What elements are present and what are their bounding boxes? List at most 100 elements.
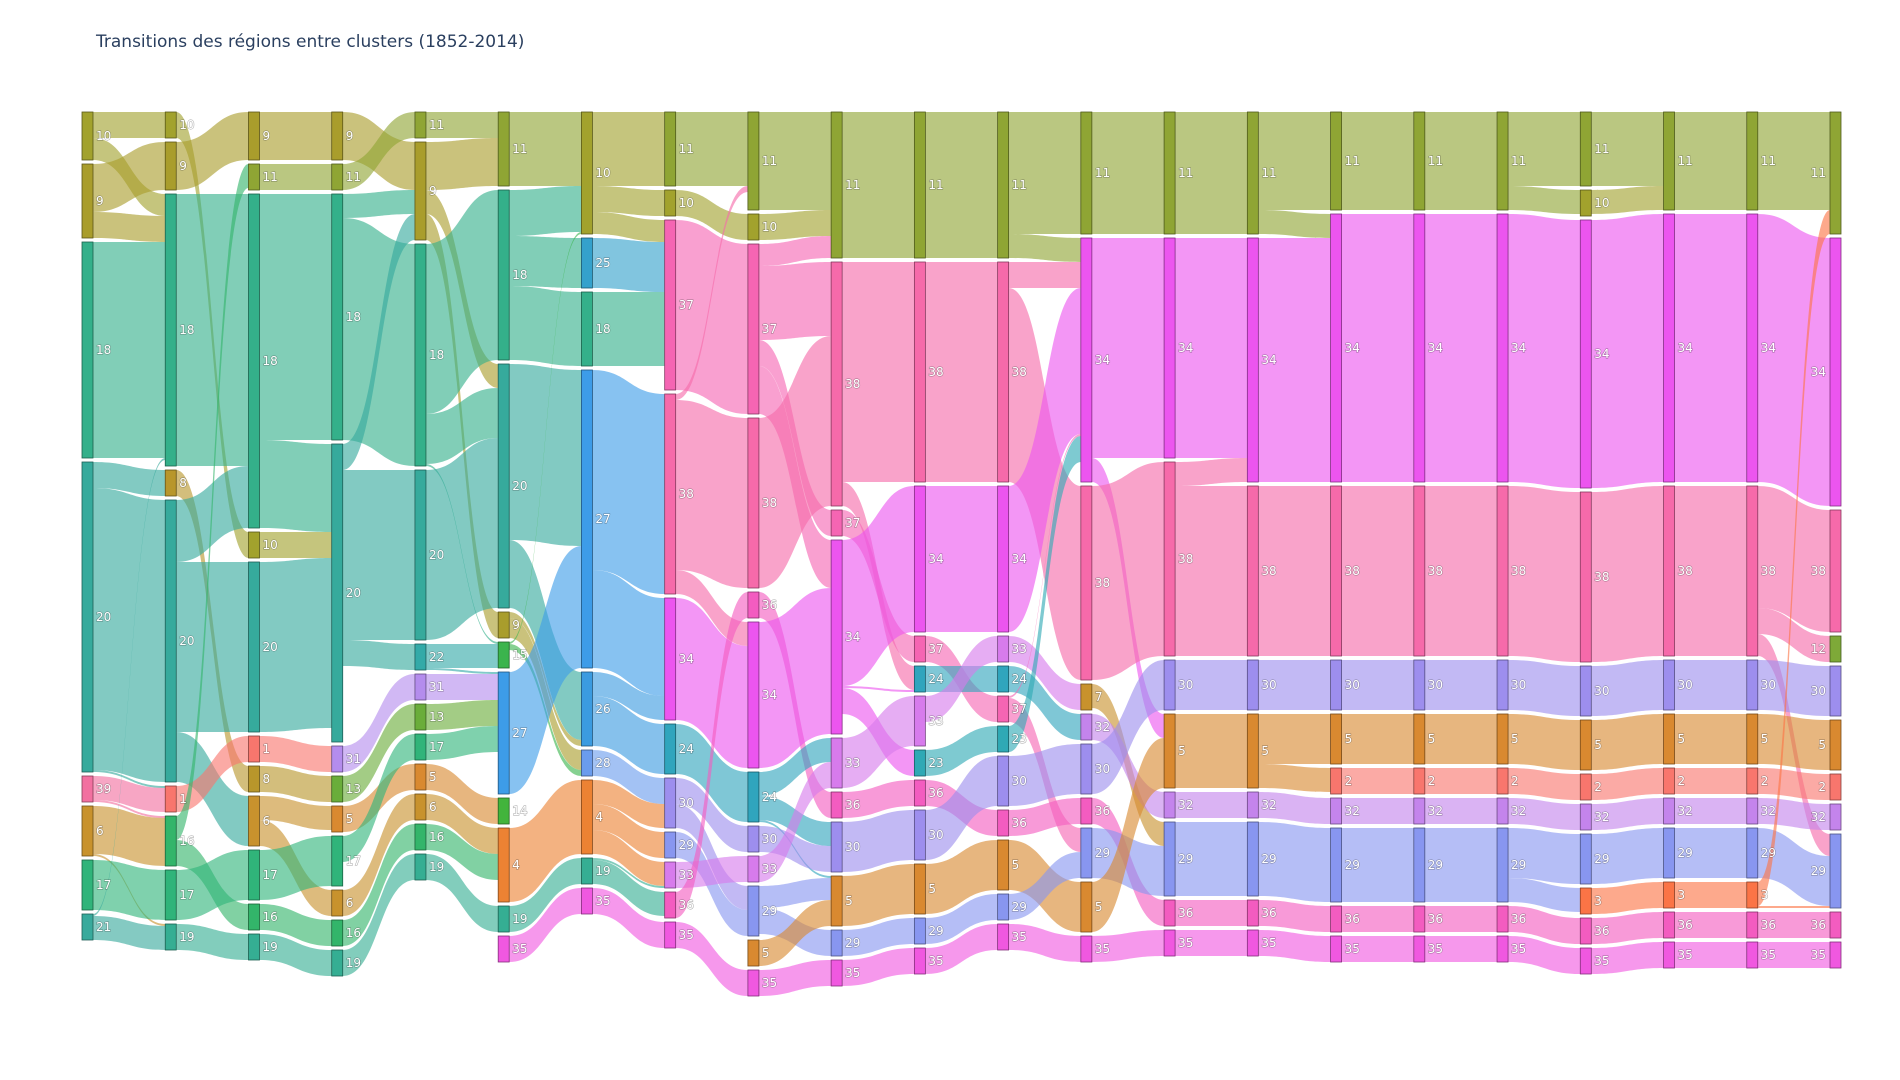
- link-32-to-32[interactable]: [1508, 798, 1581, 830]
- node-37-col-7[interactable]: [664, 219, 677, 391]
- link-17-to-17[interactable]: [259, 836, 332, 900]
- node-32-col-16[interactable]: [1413, 797, 1426, 825]
- node-36-col-16[interactable]: [1413, 905, 1426, 933]
- link-9-to-9[interactable]: [259, 112, 332, 160]
- node-38-col-10[interactable]: [913, 261, 926, 483]
- node-33-col-9[interactable]: [830, 737, 843, 789]
- node-6-col-3[interactable]: [331, 889, 344, 917]
- link-29-to-29[interactable]: [925, 894, 998, 944]
- node-24-col-10[interactable]: [913, 665, 926, 693]
- node-2-col-20[interactable]: [1746, 767, 1759, 795]
- node-29-col-11[interactable]: [997, 893, 1010, 921]
- link-16-to-11[interactable]: [176, 164, 249, 840]
- node-32-col-13[interactable]: [1163, 791, 1176, 819]
- link-30-to-30[interactable]: [758, 826, 832, 872]
- node-30-col-9[interactable]: [830, 821, 843, 873]
- link-5-to-5[interactable]: [1424, 714, 1498, 764]
- node-34-col-21[interactable]: [1829, 237, 1842, 507]
- link-20-to-20[interactable]: [259, 558, 332, 732]
- node-38-col-14[interactable]: [1246, 485, 1259, 657]
- node-12-col-21[interactable]: [1829, 635, 1842, 663]
- node-5-col-14[interactable]: [1246, 713, 1259, 789]
- node-33-col-11[interactable]: [997, 635, 1010, 663]
- link-30-to-30[interactable]: [1341, 660, 1414, 710]
- node-35-col-14[interactable]: [1246, 929, 1259, 957]
- link-32-to-32[interactable]: [1674, 798, 1747, 824]
- link-10-to-10[interactable]: [93, 112, 166, 138]
- link-23-to-34[interactable]: [1008, 436, 1081, 752]
- node-34-col-11[interactable]: [997, 485, 1010, 633]
- node-16-col-4[interactable]: [414, 823, 427, 851]
- node-11-col-12[interactable]: [1080, 111, 1093, 235]
- link-34-to-24[interactable]: [842, 686, 915, 692]
- node-2-col-15[interactable]: [1330, 767, 1342, 795]
- link-32-to-32[interactable]: [1424, 798, 1498, 824]
- link-35-to-35[interactable]: [842, 948, 915, 986]
- node-10-col-8[interactable]: [747, 213, 760, 241]
- link-30-to-30[interactable]: [1591, 660, 1664, 716]
- link-35-to-35[interactable]: [592, 888, 665, 948]
- node-20-col-1[interactable]: [164, 499, 177, 783]
- link-31-to-31[interactable]: [342, 674, 415, 772]
- link-16-to-4[interactable]: [425, 824, 499, 880]
- link-20-to-1[interactable]: [93, 770, 166, 788]
- link-10-to-37[interactable]: [592, 212, 665, 242]
- link-8-to-13[interactable]: [259, 766, 332, 802]
- link-9-to-18[interactable]: [93, 212, 166, 242]
- node-9-col-3[interactable]: [331, 111, 344, 161]
- node-35-col-13[interactable]: [1163, 929, 1176, 957]
- node-9-col-4[interactable]: [414, 141, 427, 241]
- link-19-to-33[interactable]: [592, 858, 665, 888]
- node-38-col-12[interactable]: [1080, 485, 1093, 681]
- node-36-col-20[interactable]: [1746, 911, 1759, 939]
- node-18-col-0[interactable]: [81, 241, 94, 459]
- node-37-col-8[interactable]: [747, 243, 760, 415]
- node-36-col-19[interactable]: [1663, 911, 1675, 939]
- link-30-to-29[interactable]: [675, 804, 748, 910]
- node-5-col-8[interactable]: [747, 939, 760, 967]
- node-30-col-14[interactable]: [1246, 659, 1259, 711]
- link-36-to-36[interactable]: [1674, 912, 1747, 938]
- link-27-to-34[interactable]: [592, 570, 665, 696]
- node-5-col-17[interactable]: [1496, 713, 1509, 765]
- node-29-col-12[interactable]: [1080, 827, 1093, 879]
- link-30-to-30[interactable]: [1091, 660, 1165, 794]
- node-30-col-10[interactable]: [913, 809, 926, 861]
- node-36-col-7[interactable]: [664, 891, 677, 919]
- link-2-to-2[interactable]: [1591, 768, 1664, 800]
- node-30-col-13[interactable]: [1163, 659, 1176, 711]
- link-18-to-20[interactable]: [425, 388, 499, 464]
- link-29-to-29[interactable]: [1674, 828, 1747, 878]
- node-36-col-14[interactable]: [1246, 899, 1259, 927]
- node-13-col-3[interactable]: [331, 775, 344, 803]
- node-18-col-6[interactable]: [581, 291, 593, 367]
- node-11-col-16[interactable]: [1413, 111, 1426, 211]
- node-11-col-14[interactable]: [1246, 111, 1259, 235]
- link-18-to-18[interactable]: [425, 190, 499, 414]
- link-35-to-35[interactable]: [758, 960, 832, 996]
- node-19-col-3[interactable]: [331, 949, 344, 977]
- node-11-col-20[interactable]: [1746, 111, 1759, 211]
- link-34-to-34[interactable]: [1008, 288, 1081, 632]
- link-35-to-35[interactable]: [675, 922, 748, 996]
- node-11-col-8[interactable]: [747, 111, 760, 211]
- link-22-to-27[interactable]: [425, 668, 499, 674]
- node-11-col-21[interactable]: [1829, 111, 1842, 235]
- node-5-col-20[interactable]: [1746, 713, 1759, 765]
- link-21-to-18[interactable]: [93, 458, 166, 916]
- link-36-to-36[interactable]: [842, 780, 915, 818]
- link-35-to-35[interactable]: [509, 888, 582, 962]
- node-36-col-10[interactable]: [913, 779, 926, 807]
- link-33-to-33[interactable]: [758, 762, 832, 882]
- link-11-to-34[interactable]: [1258, 210, 1331, 238]
- link-38-to-38[interactable]: [1091, 462, 1165, 680]
- link-10-to-10[interactable]: [675, 190, 748, 240]
- link-11-to-11[interactable]: [842, 112, 915, 258]
- link-16-to-16[interactable]: [342, 824, 415, 946]
- node-36-col-9[interactable]: [830, 791, 843, 819]
- node-18-col-3[interactable]: [331, 193, 344, 441]
- node-5-col-12[interactable]: [1080, 881, 1093, 933]
- link-30-to-30[interactable]: [1674, 660, 1747, 710]
- link-38-to-38[interactable]: [1508, 486, 1581, 662]
- node-31-col-4[interactable]: [414, 673, 427, 701]
